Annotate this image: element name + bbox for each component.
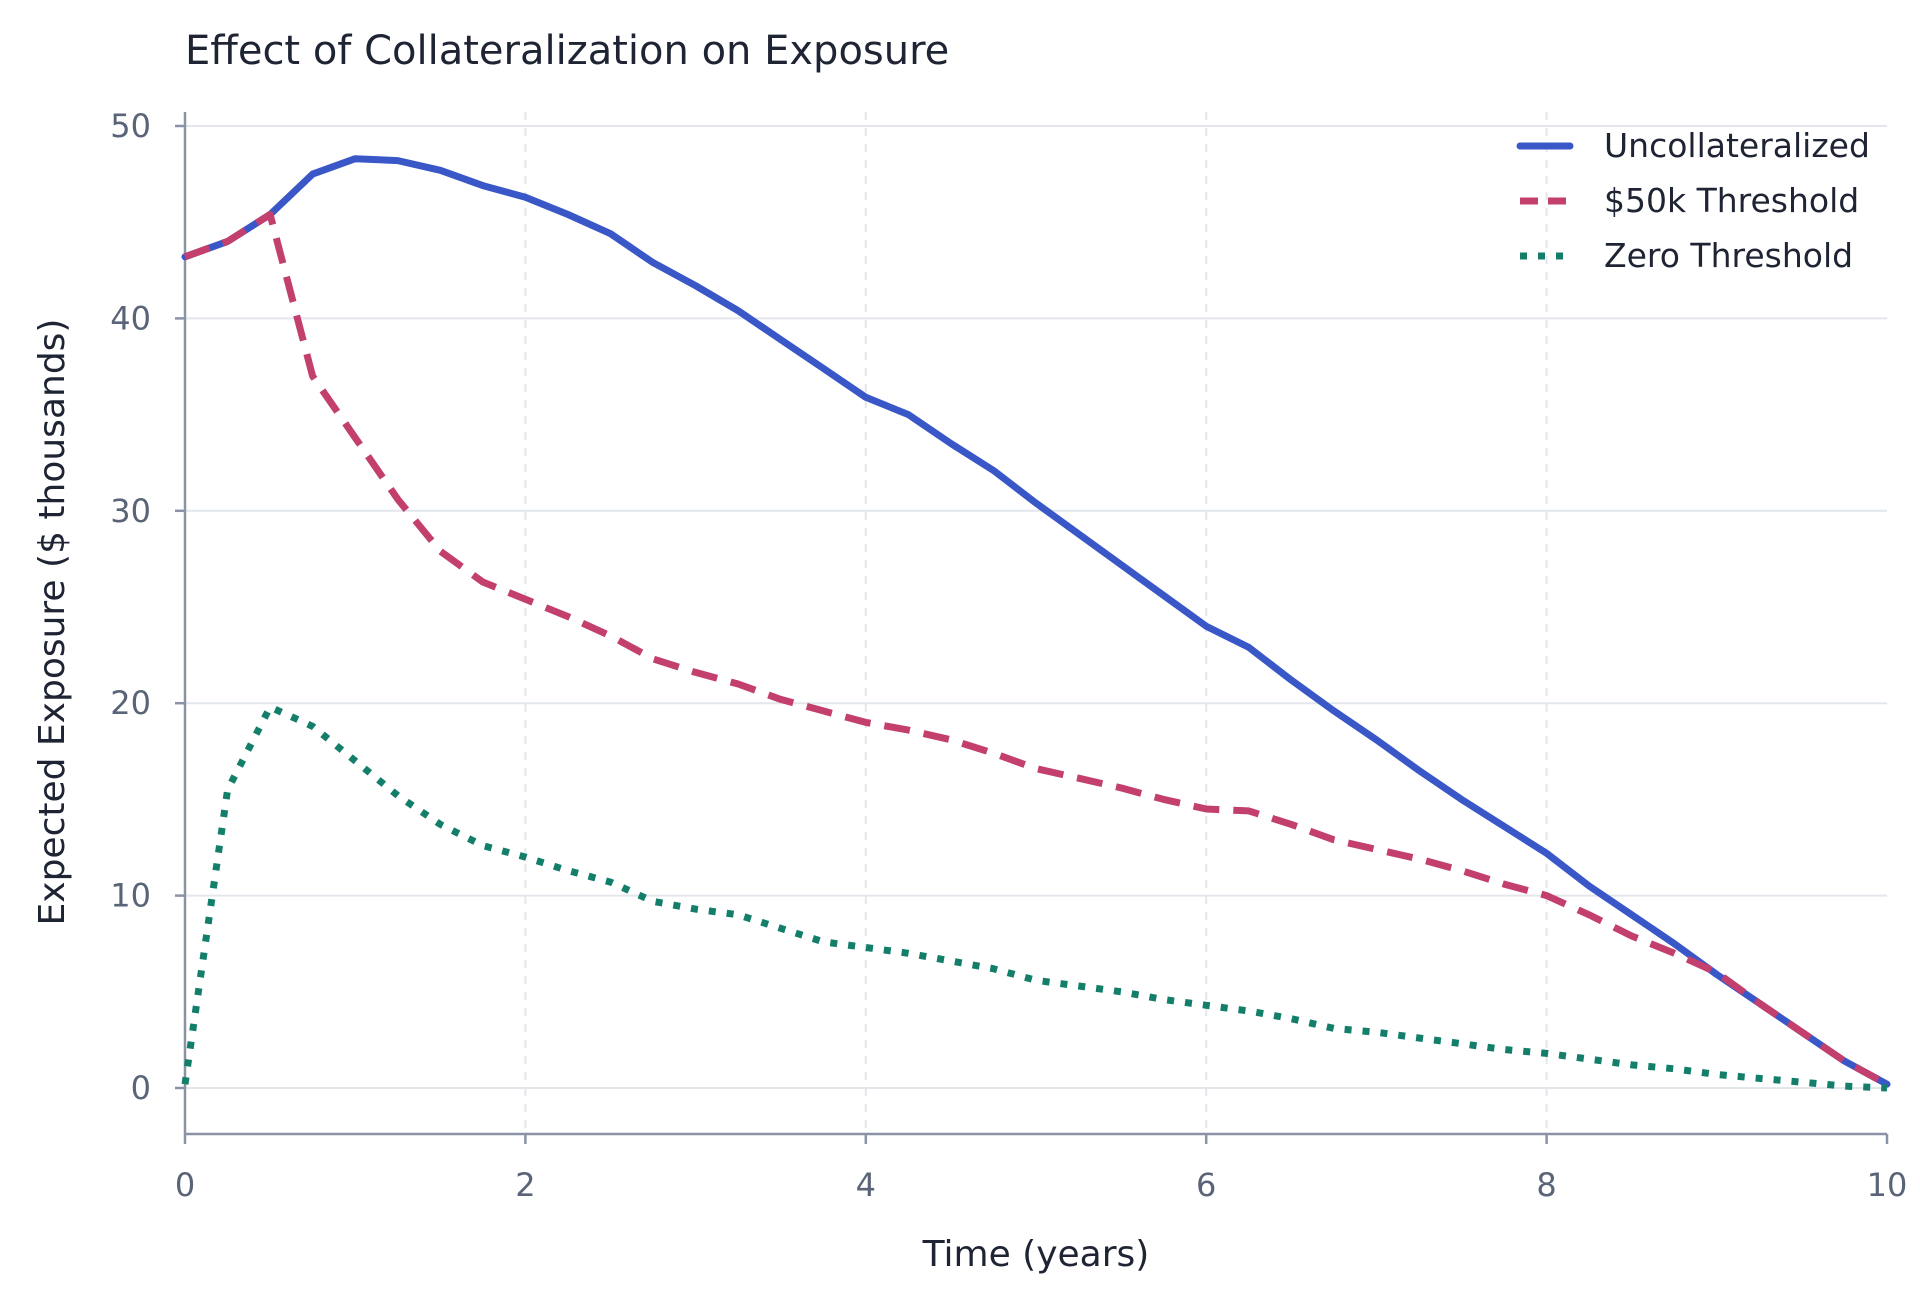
x-tick-label: 2 <box>515 1166 535 1204</box>
y-tick-label: 50 <box>110 107 151 145</box>
legend-label-50k-threshold: $50k Threshold <box>1604 181 1859 220</box>
axes <box>183 112 1887 1136</box>
series-layer <box>181 155 1891 1092</box>
x-tick-label: 4 <box>856 1166 876 1204</box>
y-tick-label: 20 <box>110 684 151 722</box>
y-axis-label: Expected Exposure ($ thousands) <box>32 319 73 926</box>
legend-label-zero-threshold: Zero Threshold <box>1604 236 1853 275</box>
x-axis-ticks: 0 2 4 6 8 10 <box>175 1134 1908 1204</box>
x-axis-label: Time (years) <box>922 1234 1150 1275</box>
legend-label-uncollateralized: Uncollateralized <box>1604 126 1870 165</box>
series-line-50k-threshold <box>183 211 1889 1088</box>
series-line-uncollateralized <box>181 155 1891 1088</box>
chart-title: Effect of Collateralization on Exposure <box>185 28 949 74</box>
y-tick-label: 30 <box>110 492 151 530</box>
y-tick-label: 10 <box>110 877 151 915</box>
x-tick-label: 10 <box>1867 1166 1908 1204</box>
series-line-zero-threshold <box>181 703 1888 1092</box>
grid <box>185 112 1887 1134</box>
y-tick-label: 0 <box>131 1069 151 1107</box>
x-tick-label: 8 <box>1536 1166 1556 1204</box>
x-tick-label: 0 <box>175 1166 195 1204</box>
y-tick-label: 40 <box>110 299 151 337</box>
x-tick-label: 6 <box>1196 1166 1216 1204</box>
y-axis-ticks: 0 10 20 30 40 50 <box>110 107 185 1107</box>
legend: Uncollateralized $50k Threshold Zero Thres… <box>1516 126 1870 275</box>
